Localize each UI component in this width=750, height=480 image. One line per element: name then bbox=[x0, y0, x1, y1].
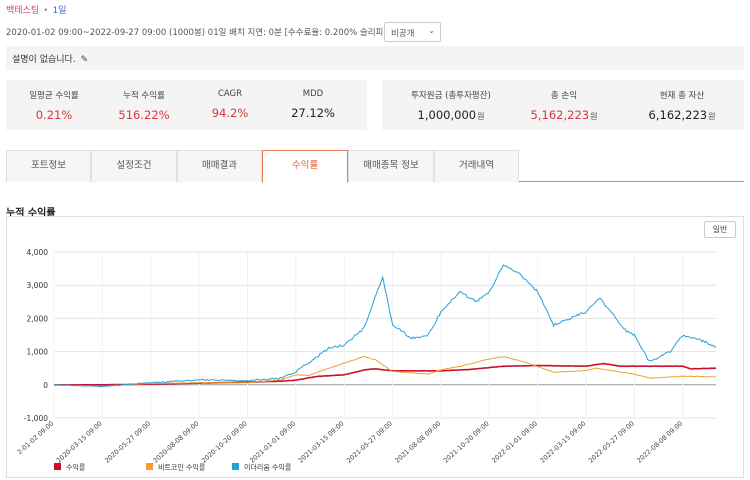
y-tick-label: -1,000 bbox=[24, 414, 48, 423]
x-tick-label: 2022-08-08 09:00 bbox=[635, 420, 684, 465]
stat-value-wrap: 5,162,223원 bbox=[514, 108, 614, 122]
x-tick-label: 2020-10-20 09:00 bbox=[200, 420, 249, 465]
stat-value: 6,162,223 bbox=[648, 108, 708, 122]
stat-cagr: CAGR 94.2% bbox=[190, 89, 270, 120]
stat-value-wrap: 6,162,223원 bbox=[632, 108, 732, 122]
performance-stats-panel: 일평균 수익률 0.21% 누적 수익률 516.22% CAGR 94.2% … bbox=[6, 80, 367, 130]
stat-value: 5,162,223 bbox=[530, 108, 590, 122]
description-text: 설명이 없습니다. bbox=[12, 55, 76, 65]
stat-label: 현재 총 자산 bbox=[659, 91, 705, 101]
x-tick-label: 2020-05-27 09:00 bbox=[103, 420, 152, 465]
stat-total-assets: 현재 총 자산 6,162,223원 bbox=[632, 89, 732, 122]
x-tick-label: 2021-08-08 09:00 bbox=[393, 420, 442, 465]
stat-daily-avg-return: 일평균 수익률 0.21% bbox=[14, 89, 94, 122]
breadcrumb-interval: 1일 bbox=[52, 6, 67, 16]
result-tabs: 포트정보 설정조건 매매결과 수익률 매매종목 정보 거래내역 bbox=[6, 150, 744, 183]
legend-label: 수익률 bbox=[66, 464, 86, 472]
chart-panel bbox=[6, 216, 744, 478]
stat-value: 27.12% bbox=[291, 106, 335, 120]
chart-mode-button[interactable]: 일반 bbox=[704, 221, 736, 238]
tab-returns[interactable]: 수익률 bbox=[262, 150, 348, 183]
y-tick-label: 1,000 bbox=[27, 348, 49, 357]
x-tick-label: 2021-10-20 09:00 bbox=[442, 420, 491, 465]
stat-label: 총 손익 bbox=[550, 91, 578, 101]
stat-value: 1,000,000 bbox=[417, 108, 477, 122]
stat-value: 0.21% bbox=[35, 108, 73, 122]
stat-label: 누적 수익률 bbox=[123, 91, 165, 101]
stat-unit: 원 bbox=[590, 112, 598, 121]
breadcrumb: 백테스팅 • 1일 bbox=[6, 3, 66, 16]
legend-label: 이더리움 수익률 bbox=[244, 463, 292, 472]
series-line-0 bbox=[54, 362, 716, 386]
stat-label: MDD bbox=[302, 89, 324, 99]
stat-unit: 원 bbox=[477, 112, 485, 121]
series-line-2 bbox=[53, 264, 717, 388]
y-tick-label: 3,000 bbox=[27, 281, 49, 290]
section-title: 누적 수익률 bbox=[6, 208, 56, 219]
x-tick-label: 2021-01-01 09:00 bbox=[248, 420, 297, 465]
tab-trade-history[interactable]: 거래내역 bbox=[434, 150, 519, 182]
stat-label: 투자원금 (총투자평잔) bbox=[411, 91, 491, 101]
stat-value: 516.22% bbox=[118, 108, 170, 122]
stat-cumulative-return: 누적 수익률 516.22% bbox=[104, 89, 184, 122]
tab-settings[interactable]: 설정조건 bbox=[91, 150, 177, 182]
stat-mdd: MDD 27.12% bbox=[273, 89, 353, 120]
stat-label: 일평균 수익률 bbox=[29, 91, 79, 101]
x-tick-label: 2020-03-15 09:00 bbox=[55, 420, 104, 465]
breadcrumb-separator: • bbox=[43, 6, 49, 16]
x-tick-label: 2021-03-15 09:00 bbox=[297, 420, 346, 465]
visibility-select-value: 비공개 bbox=[391, 29, 415, 39]
backtest-meta-info: 2020-01-02 09:00~2022-09-27 09:00 (1000봉… bbox=[6, 28, 433, 38]
visibility-select[interactable]: 비공개 ⌄ bbox=[384, 22, 441, 42]
x-tick-label: 2021-05-27 09:00 bbox=[345, 420, 394, 465]
stat-principal: 투자원금 (총투자평잔) 1,000,000원 bbox=[396, 89, 506, 122]
x-tick-label: 2020-08-08 09:00 bbox=[152, 420, 201, 465]
edit-pencil-icon[interactable]: ✎ bbox=[80, 55, 89, 65]
stat-value-wrap: 1,000,000원 bbox=[396, 108, 506, 122]
stat-total-pnl: 총 손익 5,162,223원 bbox=[514, 89, 614, 122]
x-tick-label: 2-01-02 09:00 bbox=[16, 420, 56, 457]
legend-swatch bbox=[146, 463, 153, 470]
y-tick-label: 0 bbox=[43, 381, 48, 390]
legend-swatch bbox=[54, 463, 61, 470]
stat-value: 94.2% bbox=[211, 106, 249, 120]
y-tick-label: 2,000 bbox=[27, 314, 49, 323]
legend-swatch bbox=[232, 463, 239, 470]
x-tick-label: 2022-03-15 09:00 bbox=[539, 420, 588, 465]
description-bar: 설명이 없습니다. ✎ bbox=[6, 46, 744, 70]
asset-stats-panel: 투자원금 (총투자평잔) 1,000,000원 총 손익 5,162,223원 … bbox=[382, 80, 744, 130]
stat-unit: 원 bbox=[708, 112, 716, 121]
x-tick-label: 2022-01-01 09:00 bbox=[490, 420, 539, 465]
stat-label: CAGR bbox=[217, 89, 243, 99]
tab-traded-symbols[interactable]: 매매종목 정보 bbox=[348, 150, 434, 182]
chevron-down-icon: ⌄ bbox=[428, 26, 435, 35]
x-tick-label: 2022-05-27 09:00 bbox=[587, 420, 636, 465]
y-tick-label: 4,000 bbox=[27, 248, 49, 257]
legend-label: 비트코인 수익률 bbox=[158, 463, 206, 472]
series-line-1 bbox=[53, 355, 717, 387]
tab-trade-results[interactable]: 매매결과 bbox=[177, 150, 262, 182]
tab-port-info[interactable]: 포트정보 bbox=[6, 150, 91, 182]
breadcrumb-backtest-link[interactable]: 백테스팅 bbox=[6, 6, 40, 16]
